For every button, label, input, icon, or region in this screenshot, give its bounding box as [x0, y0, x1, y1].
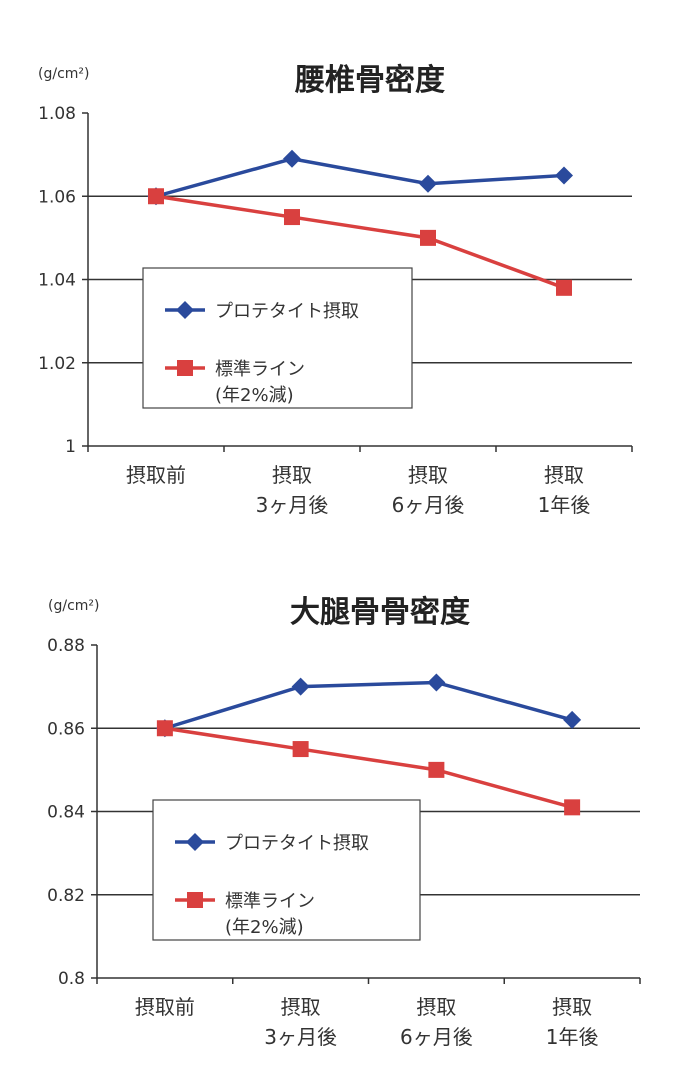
x-tick-label: 摂取 [552, 995, 592, 1019]
series-1 [156, 720, 581, 816]
x-tick-label: 摂取前 [135, 995, 195, 1019]
data-point [283, 149, 301, 168]
data-point [284, 209, 300, 226]
data-point [563, 710, 582, 729]
legend-box [142, 267, 413, 409]
y-tick-label: 0.82 [47, 886, 85, 906]
series-1 [148, 188, 572, 296]
data-point [428, 761, 445, 778]
x-tick-label: 摂取前 [126, 463, 186, 487]
chart-title: 腰椎骨密度 [295, 63, 445, 98]
data-point [419, 174, 437, 193]
legend-label: 標準ライン [225, 891, 315, 912]
x-tick-label: 摂取 [281, 995, 321, 1019]
data-point [177, 360, 193, 376]
legend-label-sub: (年2%減) [215, 385, 294, 406]
legend-entry: 標準ライン (年2%減) [175, 891, 315, 938]
y-axis-unit: (g/cm²) [48, 598, 99, 614]
y-axis-unit: (g/cm²) [38, 66, 89, 82]
x-tick-label: 摂取 [408, 463, 448, 487]
x-tick-label: 3ヶ月後 [256, 493, 329, 517]
y-tick-label: 1.04 [38, 271, 76, 291]
data-point [186, 833, 204, 851]
y-tick-label: 1.08 [38, 104, 76, 124]
chart-0: 腰椎骨密度 (g/cm²) 1 1.02 1.04 1.06 1.08 摂取前 摂取 3ヶ月後 摂取… [38, 63, 633, 517]
data-point [555, 166, 573, 185]
data-point [148, 188, 164, 205]
y-tick-label: 1.06 [38, 187, 76, 207]
data-point [156, 720, 173, 737]
y-tick-label: 0.86 [47, 719, 85, 739]
data-point [291, 677, 310, 696]
series-line [164, 726, 573, 810]
series-line [155, 194, 565, 290]
data-point [427, 673, 446, 692]
legend-entry: プロテタイト摂取 [165, 301, 359, 322]
chart-title: 大腿骨骨密度 [290, 595, 470, 630]
data-point [187, 892, 203, 908]
chart-1: 大腿骨骨密度 (g/cm²) 0.8 0.82 0.84 0.86 0.88 摂取前 摂取 3ヶ月… [47, 595, 641, 1049]
legend-box [152, 799, 421, 941]
legend-entry: 標準ライン (年2%減) [165, 359, 305, 406]
y-tick-label: 0.84 [47, 803, 85, 823]
x-tick-label: 摂取 [272, 463, 312, 487]
legend-label: プロテタイト摂取 [215, 301, 359, 322]
y-tick-label: 0.8 [58, 969, 85, 989]
data-point [556, 279, 572, 296]
legend-label: プロテタイト摂取 [225, 833, 369, 854]
y-tick-label: 1 [65, 437, 76, 457]
series-line [164, 680, 573, 730]
x-tick-label: 1年後 [546, 1025, 599, 1049]
x-tick-label: 摂取 [416, 995, 456, 1019]
x-tick-label: 6ヶ月後 [400, 1025, 473, 1049]
data-point [292, 741, 309, 758]
x-tick-label: 6ヶ月後 [392, 493, 465, 517]
data-point [420, 229, 436, 246]
legend-label-sub: (年2%減) [225, 917, 304, 938]
x-tick-label: 3ヶ月後 [264, 1025, 337, 1049]
y-tick-label: 0.88 [47, 636, 85, 656]
x-tick-label: 1年後 [538, 493, 591, 517]
data-point [176, 301, 194, 319]
y-tick-label: 1.02 [38, 354, 76, 374]
x-tick-label: 摂取 [544, 463, 584, 487]
series-line [155, 156, 565, 198]
data-point [564, 799, 581, 816]
legend-label: 標準ライン [215, 359, 305, 380]
legend-entry: プロテタイト摂取 [175, 833, 369, 854]
